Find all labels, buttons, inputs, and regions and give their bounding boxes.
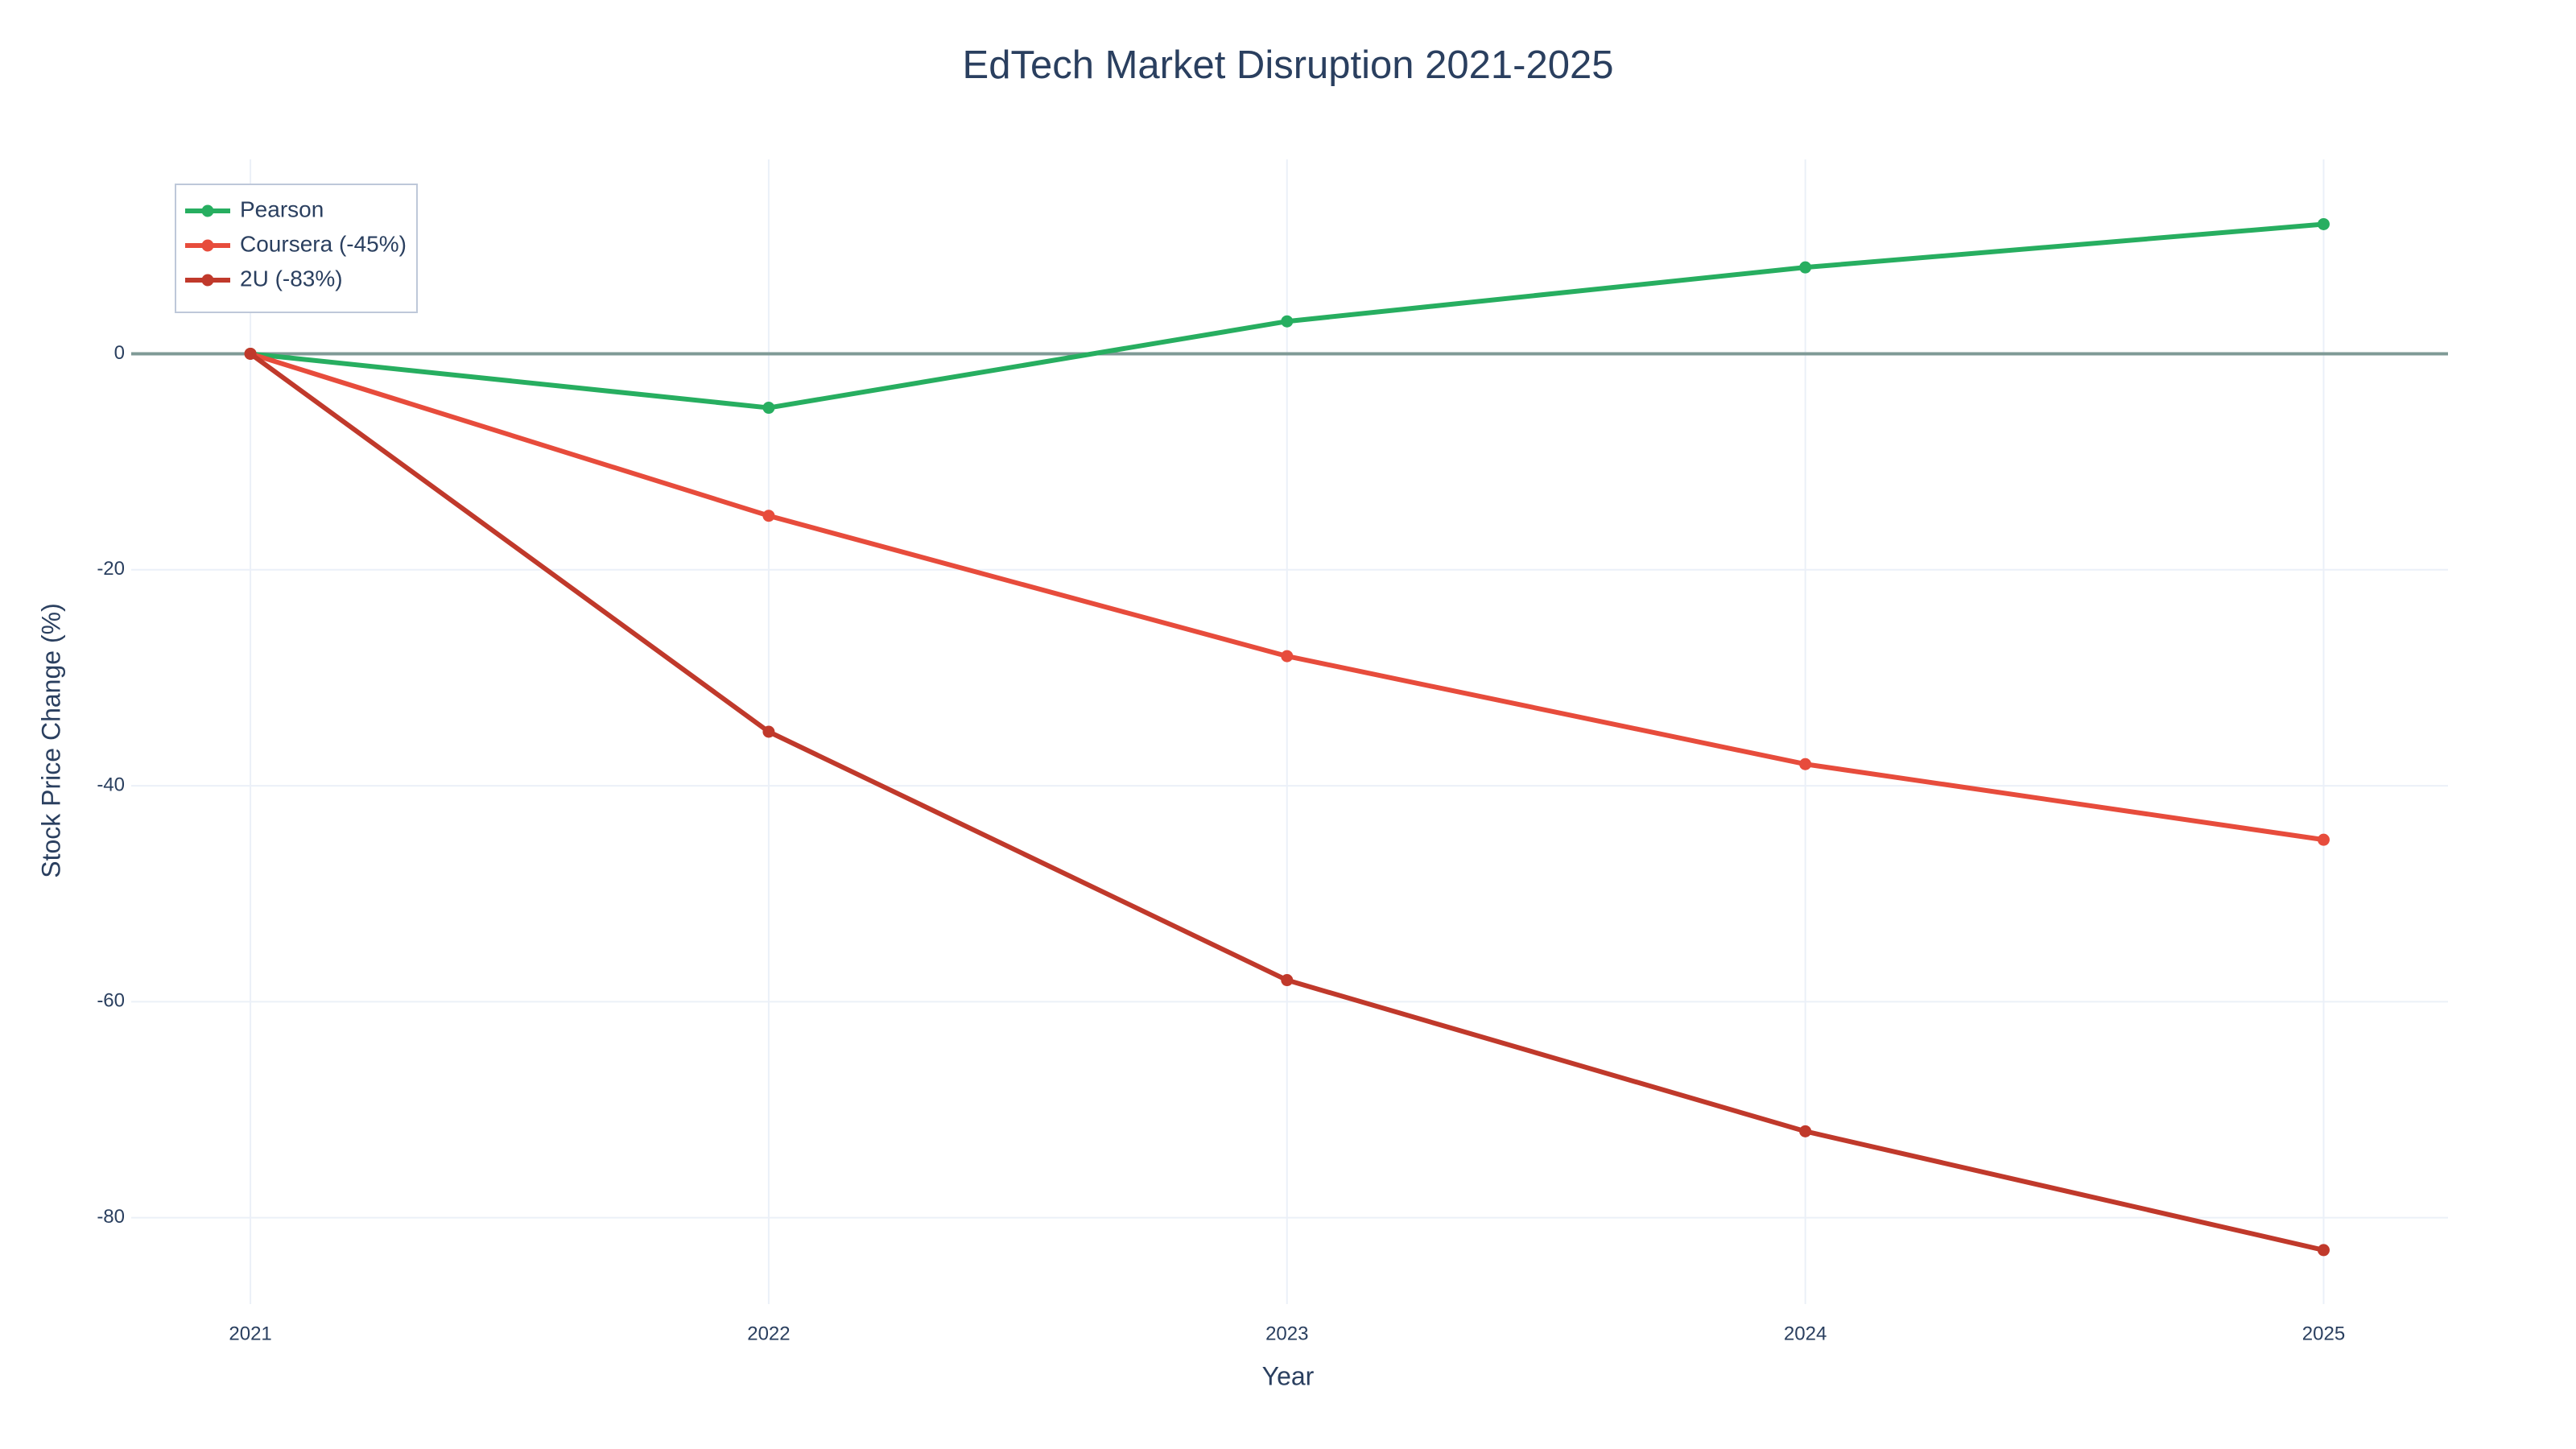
point <box>2317 1244 2330 1257</box>
point <box>2317 833 2330 846</box>
legend-label: Coursera (-45%) <box>240 231 407 256</box>
point <box>1799 261 1812 274</box>
point <box>762 510 775 522</box>
point <box>1799 758 1812 770</box>
legend-label: Pearson <box>240 196 324 221</box>
y-tick-label: -80 <box>97 1206 125 1228</box>
legend-marker <box>201 204 214 217</box>
chart-title: EdTech Market Disruption 2021-2025 <box>963 43 1614 87</box>
point <box>1281 315 1294 328</box>
y-tick-label: -40 <box>97 774 125 795</box>
point <box>762 402 775 415</box>
legend-box <box>175 184 418 313</box>
x-tick-label: 2025 <box>2302 1323 2345 1344</box>
point <box>1281 974 1294 987</box>
y-tick-label: 0 <box>114 342 125 364</box>
point <box>762 725 775 738</box>
x-tick-label: 2024 <box>1784 1323 1827 1344</box>
x-axis-title: Year <box>1262 1361 1315 1390</box>
x-tick-label: 2023 <box>1265 1323 1308 1344</box>
y-tick-label: -60 <box>97 990 125 1012</box>
y-axis-title: Stock Price Change (%) <box>36 603 65 877</box>
point <box>1281 650 1294 663</box>
point <box>1799 1125 1812 1137</box>
x-tick-label: 2022 <box>747 1323 790 1344</box>
legend-label: 2U (-83%) <box>240 266 343 291</box>
point <box>244 347 257 360</box>
grid <box>131 159 2448 1304</box>
legend-marker <box>201 274 214 287</box>
x-tick-label: 2021 <box>229 1323 271 1344</box>
point <box>2317 217 2330 230</box>
y-tick-label: -20 <box>97 558 125 580</box>
legend-marker <box>201 239 214 252</box>
